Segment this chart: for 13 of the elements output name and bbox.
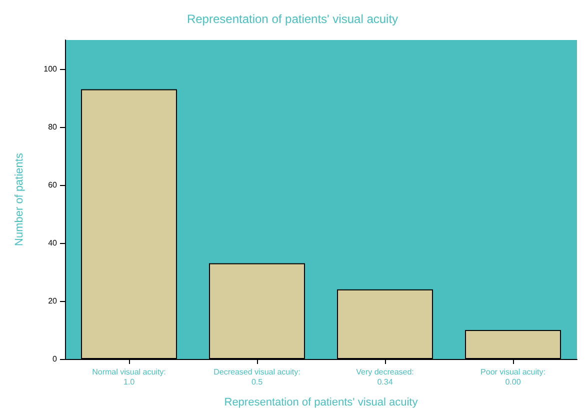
x-tick-label: Decreased visual acuity: 0.5 bbox=[214, 368, 300, 386]
x-tick-label: Poor visual acuity: 0.00 bbox=[480, 368, 546, 386]
x-tick-label: Very decreased: 0.34 bbox=[356, 368, 414, 386]
y-tick-label: 80 bbox=[48, 122, 58, 132]
y-tick-label: 100 bbox=[44, 64, 58, 74]
chart-title: Representation of patients' visual acuity bbox=[186, 12, 398, 26]
x-tick-label: Normal visual acuity: 1.0 bbox=[92, 368, 166, 386]
y-tick-label: 0 bbox=[52, 354, 58, 364]
y-tick-label: 60 bbox=[48, 180, 58, 190]
y-axis-title: Number of patients bbox=[14, 152, 26, 246]
x-axis-title: Representation of patients' visual acuity bbox=[224, 396, 418, 408]
y-tick-label: 20 bbox=[48, 296, 58, 306]
y-tick-label: 40 bbox=[48, 238, 58, 248]
